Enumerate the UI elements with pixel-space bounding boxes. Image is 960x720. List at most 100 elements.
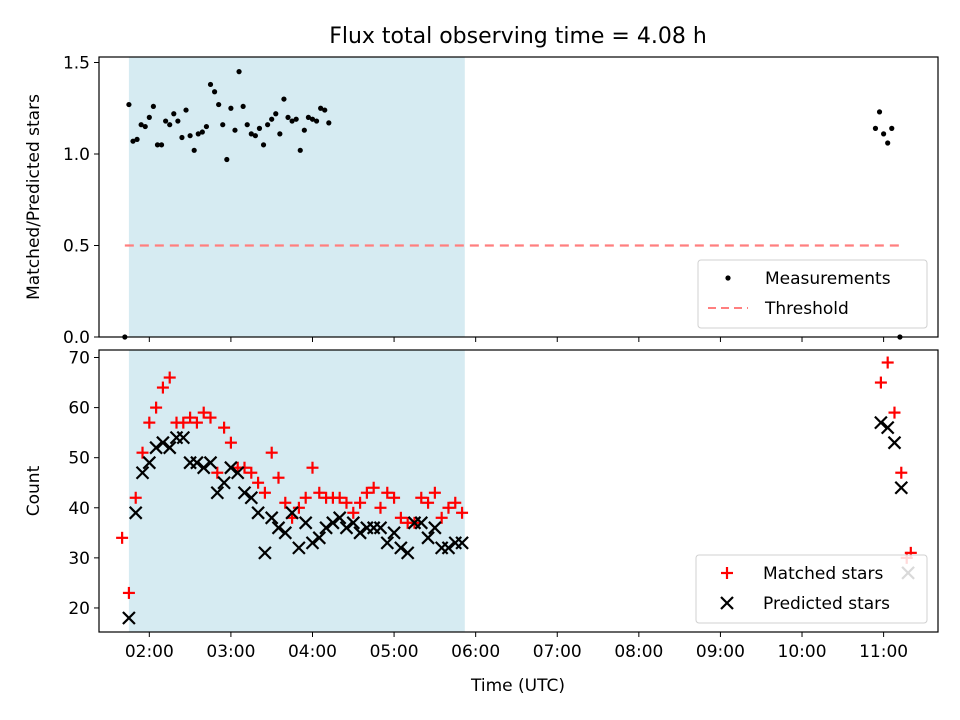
measurement-point xyxy=(285,114,291,120)
measurement-point xyxy=(281,96,287,102)
predicted-star-stroke-b xyxy=(428,521,442,535)
measurement-point xyxy=(203,123,210,130)
x-tick-label: 08:00 xyxy=(614,642,663,662)
legend-matched-marker xyxy=(721,567,733,579)
measurement-point xyxy=(126,101,132,108)
measurement-point xyxy=(175,118,181,124)
predicted-star-stroke-b xyxy=(441,541,456,555)
matched-star-point xyxy=(163,371,176,384)
measurement-point xyxy=(260,142,267,148)
predicted-star-stroke-b xyxy=(339,521,354,535)
predicted-star-point xyxy=(278,526,293,540)
predicted-star-stroke-b xyxy=(217,475,231,490)
measurement-point xyxy=(885,140,891,146)
predicted-star-point xyxy=(346,516,361,530)
predicted-star-point xyxy=(237,485,252,500)
predicted-star-point xyxy=(339,521,354,535)
measurement-point xyxy=(301,127,307,133)
predicted-star-stroke-b xyxy=(894,480,909,495)
matched-star-point xyxy=(881,356,894,369)
predicted-star-point xyxy=(224,460,238,475)
predicted-star-point xyxy=(149,440,163,455)
matched-star-point xyxy=(211,466,224,479)
matched-star-point xyxy=(449,496,462,509)
predicted-star-point xyxy=(380,536,395,550)
measurement-point xyxy=(163,118,169,124)
predicted-star-point xyxy=(326,516,340,530)
matched-star-point xyxy=(156,381,169,394)
measurement-point xyxy=(167,122,173,128)
measurement-point xyxy=(309,116,316,122)
predicted-star-stroke-b xyxy=(142,455,157,470)
predicted-star-point xyxy=(880,420,895,435)
predicted-star-point xyxy=(258,546,272,560)
predicted-star-stroke-b xyxy=(326,516,340,530)
matched-star-point xyxy=(381,486,394,499)
matched-star-point xyxy=(874,376,887,389)
predicted-star-stroke-b xyxy=(258,546,272,560)
predicted-star-stroke-b xyxy=(380,536,395,550)
measurement-point xyxy=(211,89,218,95)
top-legend: Measurements Threshold xyxy=(697,259,928,329)
y-tick-label: 50 xyxy=(68,449,90,469)
measurement-point xyxy=(322,107,328,113)
matched-star-point xyxy=(415,491,428,504)
predicted-star-point xyxy=(142,455,157,470)
x-tick-label: 07:00 xyxy=(533,642,582,662)
measurement-point xyxy=(216,101,222,108)
predicted-star-stroke-b xyxy=(271,521,286,535)
x-tick-label: 05:00 xyxy=(370,642,419,662)
y-tick-label: 20 xyxy=(68,599,90,619)
measurement-point xyxy=(889,125,895,131)
matched-star-point xyxy=(340,496,353,509)
predicted-star-point xyxy=(122,611,136,625)
predicted-star-point xyxy=(312,531,327,545)
matched-star-point xyxy=(224,436,237,449)
measurement-point xyxy=(187,133,193,139)
predicted-star-stroke-b xyxy=(880,420,895,435)
matched-star-point xyxy=(313,486,326,499)
predicted-star-point xyxy=(156,435,170,450)
top-panel: 0.0 0.5 1.0 1.5 Matched/Predicted stars Mea… xyxy=(24,53,939,348)
predicted-star-stroke-b xyxy=(285,506,299,520)
predicted-star-stroke-b xyxy=(332,511,347,525)
predicted-star-point xyxy=(305,536,320,550)
predicted-star-point xyxy=(196,460,211,475)
y-tick-label: 0.5 xyxy=(63,236,90,256)
predicted-star-stroke-b xyxy=(346,516,361,530)
matched-star-point xyxy=(143,416,156,429)
matched-star-point xyxy=(333,491,346,504)
matched-star-point xyxy=(197,406,210,419)
x-tick-label: 02:00 xyxy=(125,642,174,662)
measurement-point xyxy=(240,103,246,110)
chart-title: Flux total observing time = 4.08 h xyxy=(329,24,707,49)
measurement-point xyxy=(244,122,250,128)
legend-threshold-label: Threshold xyxy=(764,299,849,319)
measurement-point xyxy=(265,122,271,128)
predicted-star-point xyxy=(373,521,388,535)
predicted-star-stroke-b xyxy=(373,521,388,535)
predicted-star-point xyxy=(176,430,191,445)
predicted-star-stroke-b xyxy=(156,435,170,450)
measurement-point xyxy=(326,120,332,126)
predicted-star-point xyxy=(230,465,245,480)
matched-star-point xyxy=(354,496,367,509)
measurement-point xyxy=(289,118,295,124)
predicted-star-stroke-b xyxy=(400,546,415,560)
x-tick-label: 10:00 xyxy=(778,642,827,662)
top-y-axis-label: Matched/Predicted stars xyxy=(24,94,44,300)
matched-star-point xyxy=(218,421,231,434)
measurement-point xyxy=(881,131,887,137)
measurement-point xyxy=(199,129,205,135)
predicted-star-point xyxy=(387,526,401,540)
predicted-star-stroke-b xyxy=(251,506,265,520)
predicted-star-point xyxy=(353,526,367,540)
measurement-point xyxy=(138,122,144,128)
y-tick-label: 30 xyxy=(68,549,90,569)
matched-star-point xyxy=(190,416,203,429)
top-y-ticks: 0.0 0.5 1.0 1.5 xyxy=(63,53,99,348)
predicted-star-stroke-b xyxy=(414,516,429,530)
bottom-x-ticks: 02:00 03:00 04:00 05:00 06:00 07:00 08:00 09:00… xyxy=(125,632,908,662)
y-tick-label: 1.5 xyxy=(63,53,90,73)
predicted-star-point xyxy=(264,511,279,525)
